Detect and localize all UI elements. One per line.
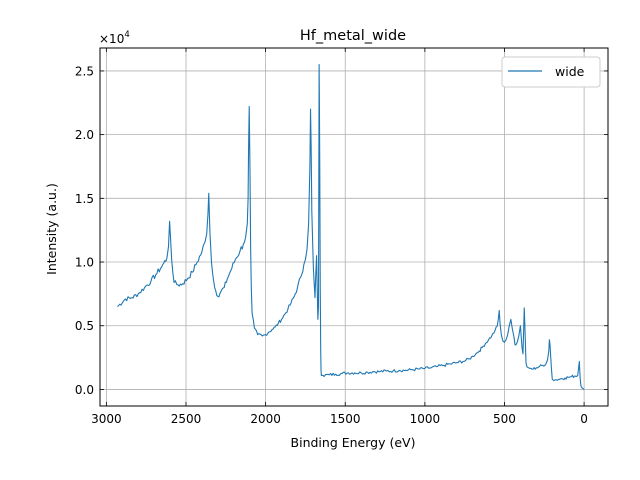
grid-lines <box>100 48 608 406</box>
x-tick-label: 3000 <box>91 412 122 426</box>
y-axis-multiplier-base: ×10 <box>99 32 124 46</box>
x-tick-label: 2000 <box>250 412 281 426</box>
y-tick-label: 2.5 <box>75 64 94 78</box>
y-tick-label: 0.5 <box>75 319 94 333</box>
y-axis-multiplier-exponent: 4 <box>124 30 129 40</box>
y-tick-label: 1.5 <box>75 192 94 206</box>
y-axis-multiplier: ×104 <box>99 30 130 46</box>
legend: wide <box>501 56 601 88</box>
legend-label-wide: wide <box>555 64 585 79</box>
x-tick-label: 2500 <box>171 412 202 426</box>
x-tick-label: 0 <box>580 412 588 426</box>
x-tick-label: 1000 <box>410 412 441 426</box>
x-tick-label: 1500 <box>330 412 361 426</box>
y-tick-label: 2.0 <box>75 128 94 142</box>
x-tick-label: 500 <box>493 412 516 426</box>
axes-frame <box>99 47 609 407</box>
chart-title: Hf_metal_wide <box>300 28 406 44</box>
legend-box <box>501 56 601 88</box>
y-tick-label: 0.0 <box>75 383 94 397</box>
series-layer <box>117 64 585 390</box>
x-axis-label: Binding Energy (eV) <box>291 435 416 450</box>
tick-layer: 3000 2500 2000 1500 1000 500 0 0.0 0.5 1.0 1.5 2.0 2… <box>75 48 608 426</box>
y-tick-label: 1.0 <box>75 256 94 270</box>
series-line-wide <box>117 64 585 390</box>
y-axis-label: Intensity (a.u.) <box>44 183 59 275</box>
